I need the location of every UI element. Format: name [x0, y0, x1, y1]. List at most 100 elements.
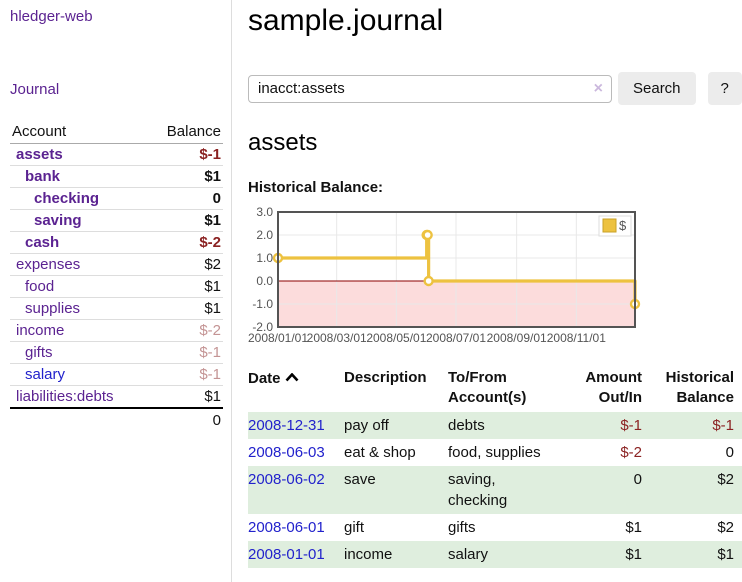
- transaction-accounts: debts: [448, 412, 560, 439]
- chart-canvas: 3.02.01.00.0-1.0-2.02008/01/012008/03/01…: [248, 208, 648, 346]
- account-row: expenses $2: [10, 254, 223, 276]
- transaction-amount: $-1: [560, 412, 650, 439]
- transaction-date-link[interactable]: 2008-01-01: [248, 546, 325, 563]
- transaction-date-link[interactable]: 2008-06-02: [248, 471, 325, 488]
- y-tick-label: 1.0: [256, 251, 273, 265]
- account-balance: $-1: [147, 364, 223, 386]
- chart-legend: $: [599, 216, 631, 236]
- y-tick-label: 3.0: [256, 205, 273, 219]
- y-tick-label: 2.0: [256, 228, 273, 242]
- help-button[interactable]: ?: [708, 72, 742, 105]
- y-tick-label: -1.0: [252, 297, 273, 311]
- account-balance: $-2: [147, 320, 223, 342]
- accounts-total-row: 0: [10, 408, 223, 431]
- account-row: cash $-2: [10, 232, 223, 254]
- sort-asc-icon: [285, 368, 299, 388]
- sidebar-nav: Journal: [10, 81, 223, 98]
- search-input[interactable]: [248, 75, 612, 103]
- register-row[interactable]: 2008-06-03 eat & shopfood, supplies$-20: [248, 439, 742, 466]
- transaction-description: eat & shop: [344, 439, 448, 466]
- page-title: sample.journal: [248, 4, 742, 38]
- account-link[interactable]: saving: [34, 212, 82, 229]
- account-row: gifts $-1: [10, 342, 223, 364]
- transaction-accounts: saving, checking: [448, 466, 560, 514]
- account-row: bank $1: [10, 166, 223, 188]
- account-balance: $1: [147, 166, 223, 188]
- hledger-web-app: hledger-web Journal Account Balance asse…: [0, 0, 742, 582]
- transaction-accounts: food, supplies: [448, 439, 560, 466]
- search-button[interactable]: Search: [618, 72, 696, 105]
- search-input-wrap: ×: [248, 75, 612, 103]
- account-row: supplies $1: [10, 298, 223, 320]
- legend-swatch: [603, 219, 616, 232]
- transaction-date-link[interactable]: 2008-06-03: [248, 444, 325, 461]
- account-balance: $1: [147, 298, 223, 320]
- account-link[interactable]: bank: [25, 168, 60, 185]
- account-balance: 0: [147, 188, 223, 210]
- register-col-amount: Amount Out/In: [560, 366, 650, 412]
- transaction-amount: $1: [560, 514, 650, 541]
- chart-heading: Historical Balance:: [248, 179, 742, 196]
- account-heading: assets: [248, 129, 742, 157]
- register-row[interactable]: 2008-12-31pay offdebts$-1$-1: [248, 412, 742, 439]
- transaction-balance: 0: [650, 439, 742, 466]
- account-row: liabilities:debts $1: [10, 386, 223, 409]
- register-row[interactable]: 2008-01-01incomesalary$1$1: [248, 541, 742, 568]
- main-content: sample.journal × Search ? assets Histori…: [232, 0, 742, 582]
- accounts-col-header: Account: [10, 120, 147, 144]
- x-tick-label: 2008/05/01: [366, 331, 426, 345]
- transaction-date-link[interactable]: 2008-12-31: [248, 417, 325, 434]
- account-link[interactable]: checking: [34, 190, 99, 207]
- transaction-description: gift: [344, 514, 448, 541]
- accounts-total-value: 0: [147, 408, 223, 431]
- account-link[interactable]: expenses: [16, 256, 80, 273]
- account-balance: $1: [147, 276, 223, 298]
- account-link[interactable]: food: [25, 278, 54, 295]
- account-link[interactable]: gifts: [25, 344, 53, 361]
- account-row: assets $-1: [10, 144, 223, 166]
- historical-balance-chart: 3.02.01.00.0-1.0-2.02008/01/012008/03/01…: [248, 208, 742, 346]
- transaction-description: pay off: [344, 412, 448, 439]
- account-balance: $-1: [147, 342, 223, 364]
- transaction-date-link[interactable]: 2008-06-01: [248, 519, 325, 536]
- register-col-balance: Historical Balance: [650, 366, 742, 412]
- transaction-accounts: salary: [448, 541, 560, 568]
- transaction-balance: $2: [650, 466, 742, 514]
- transaction-amount: $-2: [560, 439, 650, 466]
- account-link[interactable]: cash: [25, 234, 59, 251]
- transaction-amount: $1: [560, 541, 650, 568]
- accounts-table: Account Balance assets $-1 bank $1 checking 0…: [10, 120, 223, 431]
- x-tick-label: 2008/09/01: [487, 331, 547, 345]
- account-balance: $2: [147, 254, 223, 276]
- register-col-accounts: To/From Account(s): [448, 366, 560, 412]
- register-table: Date Description To/From Account(s) Amou…: [248, 366, 742, 568]
- register-col-date[interactable]: Date: [248, 366, 344, 412]
- transaction-description: income: [344, 541, 448, 568]
- sidebar: hledger-web Journal Account Balance asse…: [0, 0, 232, 582]
- account-link[interactable]: supplies: [25, 300, 80, 317]
- search-form: × Search ?: [248, 72, 742, 105]
- register-row[interactable]: 2008-06-02savesaving, checking0$2: [248, 466, 742, 514]
- app-title-link[interactable]: hledger-web: [10, 8, 93, 25]
- account-link[interactable]: income: [16, 322, 64, 339]
- register-col-description: Description: [344, 366, 448, 412]
- transaction-balance: $1: [650, 541, 742, 568]
- transaction-amount: 0: [560, 466, 650, 514]
- account-row: income $-2: [10, 320, 223, 342]
- account-balance: $-1: [147, 144, 223, 166]
- account-link[interactable]: assets: [16, 146, 63, 163]
- register-row[interactable]: 2008-06-01giftgifts$1$2: [248, 514, 742, 541]
- sidebar-item-journal[interactable]: Journal: [10, 81, 59, 98]
- account-link[interactable]: liabilities:debts: [16, 388, 114, 405]
- balance-col-header: Balance: [147, 120, 223, 144]
- account-link[interactable]: salary: [25, 366, 65, 383]
- transaction-balance: $2: [650, 514, 742, 541]
- x-tick-label: 2008/03/01: [307, 331, 367, 345]
- clear-search-icon[interactable]: ×: [594, 79, 603, 99]
- y-tick-label: 0.0: [256, 274, 273, 288]
- app-title: hledger-web: [10, 8, 223, 25]
- account-balance: $1: [147, 210, 223, 232]
- transaction-balance: $-1: [650, 412, 742, 439]
- account-balance: $-2: [147, 232, 223, 254]
- account-balance: $1: [147, 386, 223, 409]
